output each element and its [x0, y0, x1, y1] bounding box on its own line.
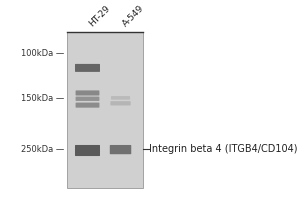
Bar [68, 32, 143, 188]
Text: 100kDa —: 100kDa — [21, 49, 64, 58]
FancyBboxPatch shape [110, 145, 131, 154]
FancyBboxPatch shape [110, 101, 131, 105]
Text: Integrin beta 4 (ITGB4/CD104): Integrin beta 4 (ITGB4/CD104) [149, 144, 297, 154]
FancyBboxPatch shape [76, 103, 99, 108]
Text: HT-29: HT-29 [88, 3, 112, 28]
Text: A-549: A-549 [121, 3, 146, 28]
FancyBboxPatch shape [76, 97, 99, 101]
FancyBboxPatch shape [75, 145, 100, 156]
FancyBboxPatch shape [76, 90, 99, 95]
Text: 150kDa —: 150kDa — [21, 94, 64, 103]
Text: 250kDa —: 250kDa — [21, 145, 64, 154]
FancyBboxPatch shape [111, 96, 130, 100]
FancyBboxPatch shape [75, 64, 100, 72]
